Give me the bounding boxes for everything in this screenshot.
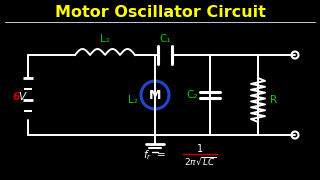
Text: C₂: C₂ xyxy=(186,90,198,100)
Text: M: M xyxy=(149,89,161,102)
Text: 2$\pi\sqrt{LC}$: 2$\pi\sqrt{LC}$ xyxy=(184,155,216,167)
Text: Motor Oscillator Circuit: Motor Oscillator Circuit xyxy=(55,4,265,19)
Text: L₂: L₂ xyxy=(128,95,138,105)
Text: L₁: L₁ xyxy=(100,34,110,44)
Circle shape xyxy=(292,51,299,58)
Text: 1: 1 xyxy=(197,144,203,154)
Text: C₁: C₁ xyxy=(159,34,171,44)
Text: $f_r$  =: $f_r$ = xyxy=(143,148,167,162)
Text: V: V xyxy=(19,92,26,102)
Circle shape xyxy=(292,132,299,138)
Text: R: R xyxy=(270,95,277,105)
Text: 6: 6 xyxy=(12,92,20,102)
